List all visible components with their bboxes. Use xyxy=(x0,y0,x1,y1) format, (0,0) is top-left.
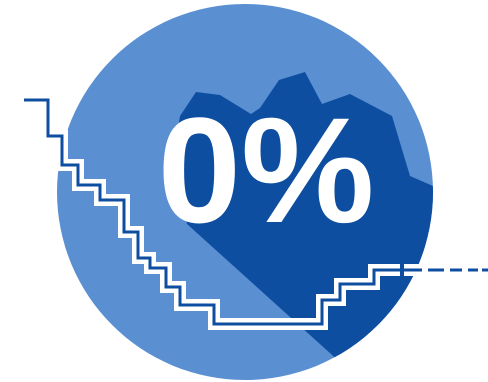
percent-text: 0% xyxy=(158,86,375,254)
stepped-line-icon xyxy=(24,94,488,330)
dashed-extension xyxy=(404,264,488,276)
